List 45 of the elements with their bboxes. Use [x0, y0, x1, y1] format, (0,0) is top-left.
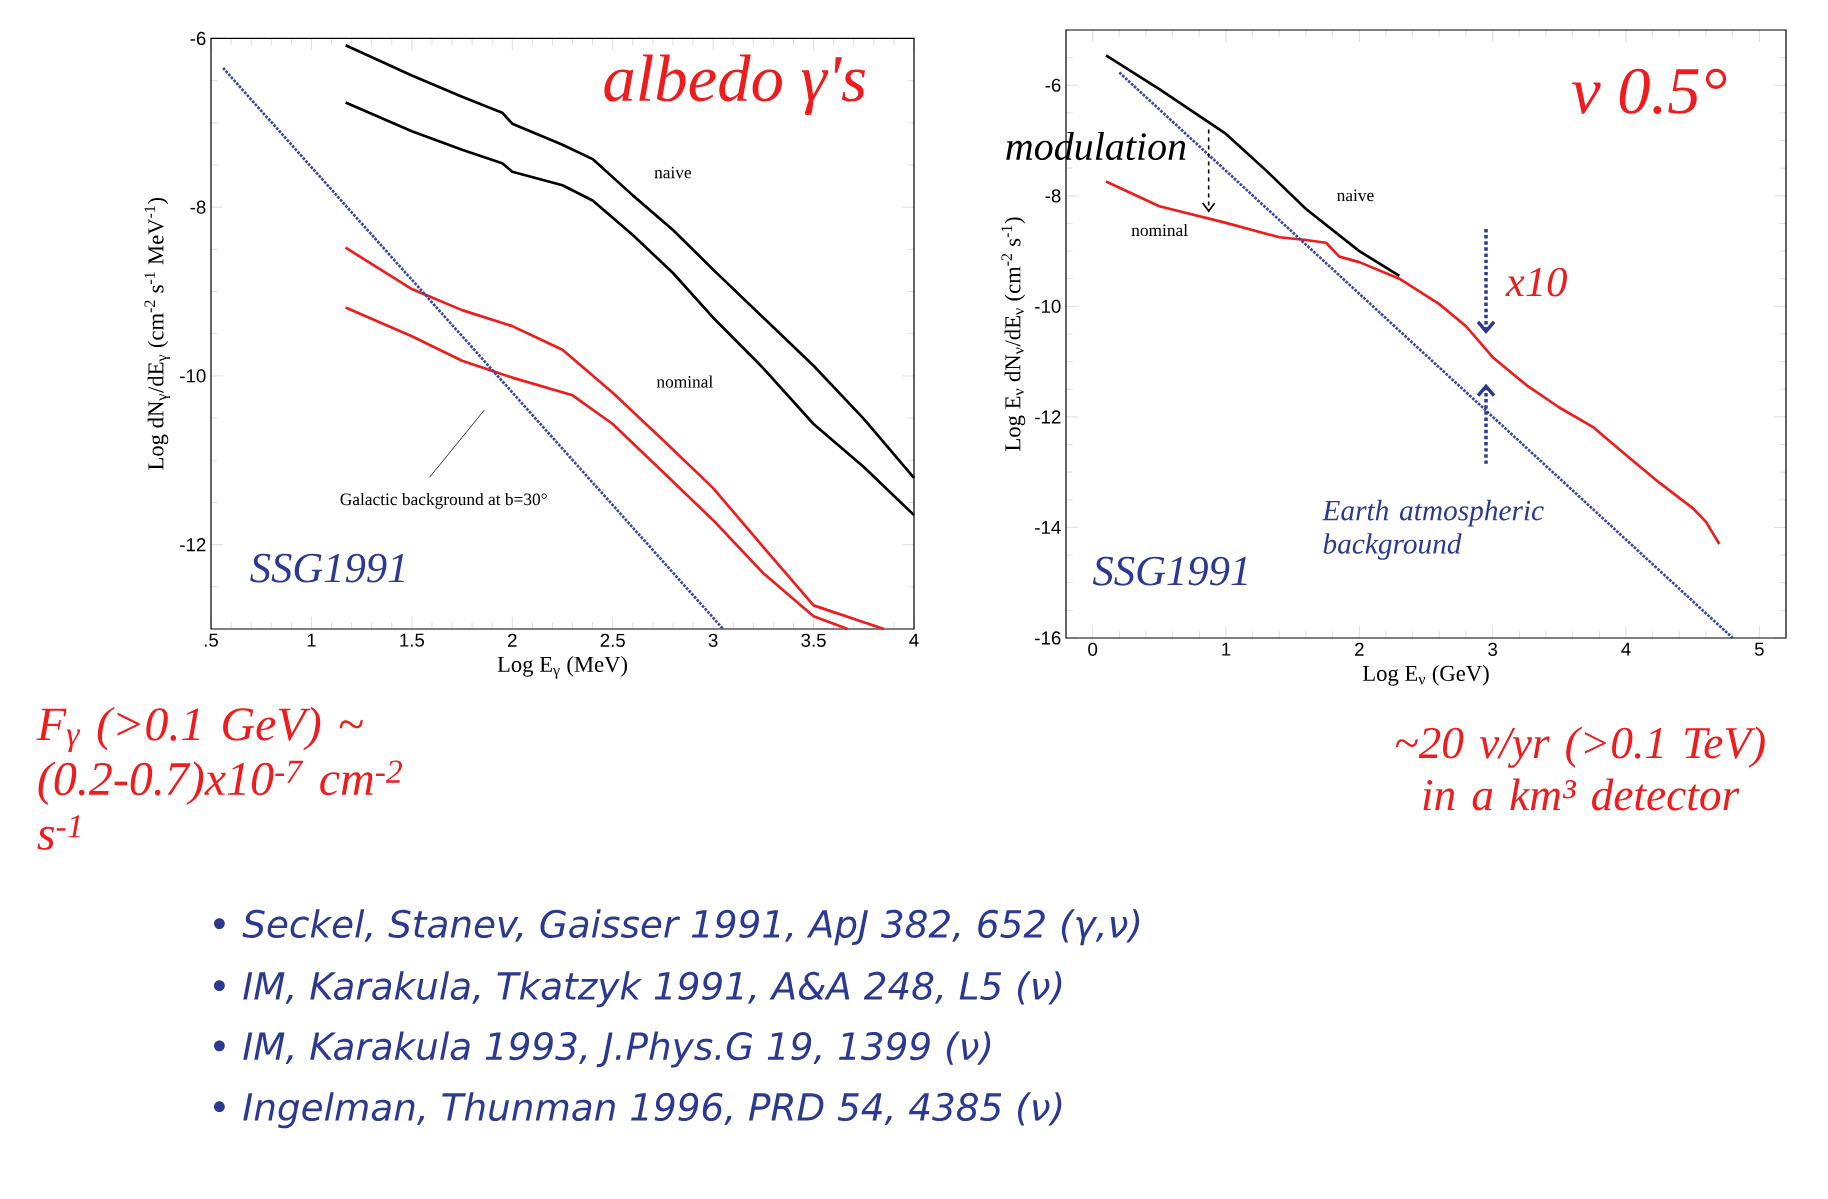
- annotation: naive: [654, 166, 692, 179]
- annotation: nominal: [1131, 223, 1188, 237]
- y-tick-label: -10: [1035, 299, 1061, 313]
- y-tick-label: -6: [190, 31, 206, 46]
- x-tick-label: 5: [1754, 642, 1764, 656]
- y-tick-label: -12: [1035, 410, 1061, 424]
- chart-title: albedo γ's: [604, 54, 866, 116]
- y-tick-label: -16: [1035, 631, 1061, 645]
- annotation: Earth atmospheric background: [1322, 499, 1544, 560]
- y-tick-label: -8: [190, 200, 206, 214]
- annotation: Galactic background at b=30°: [340, 492, 547, 509]
- x-tick-label: 2: [508, 633, 517, 647]
- y-tick-label: -14: [1035, 521, 1061, 534]
- x-tick-label: 2.5: [600, 633, 625, 647]
- x-tick-label: 0: [1088, 642, 1098, 656]
- x-axis-title: Log E$_{γ}$ (MeV): [497, 656, 628, 679]
- y-tick-label: -10: [180, 369, 206, 383]
- text: ~20 ν/yr (>0.1 TeV) in a km³ detector: [1395, 726, 1765, 811]
- y-tick-label: -12: [180, 538, 206, 552]
- annotation: SSG1991: [250, 553, 404, 583]
- annotation: SSG1991: [1092, 556, 1247, 586]
- x-tick-label: .5: [204, 633, 219, 647]
- text: Log dN$_{γ}$/dE$_{γ}$ (cm$^{-2}$ s$^{-1}$ MeV$^{-1}$): [144, 197, 171, 470]
- chart-title: ν 0.5°: [1572, 68, 1727, 114]
- text: F$_{γ}$ (>0.1 GeV) ~ (0.2-0.7)x10$^{-7}$ cm$^{-2}$ s$^{-1}$: [36, 706, 402, 850]
- x-tick-label: 1.5: [400, 633, 425, 647]
- x-tick-label: 3: [708, 633, 718, 647]
- text: • Ingelman, Thunman 1996, PRD 54, 4385 (ν): [214, 1092, 1062, 1129]
- y-tick-label: -8: [1045, 189, 1061, 203]
- annotation: naive: [1337, 189, 1374, 202]
- x-tick-label: 4: [1621, 642, 1631, 656]
- x-tick-label: 1: [307, 633, 316, 647]
- x-tick-label: 3.5: [801, 633, 826, 647]
- x-axis-title: Log E$_{ν}$ (GeV): [1362, 665, 1489, 686]
- annotation: nominal: [656, 375, 713, 388]
- text: • Seckel, Stanev, Gaisser 1991, ApJ 382, 652 (γ,ν): [214, 909, 1140, 946]
- x-tick-label: 2: [1355, 642, 1364, 656]
- text: • IM, Karakula 1993, J.Phys.G 19, 1399 (ν): [214, 1031, 991, 1068]
- annotation: x10: [1505, 267, 1567, 297]
- x-tick-label: 1: [1222, 642, 1231, 656]
- text: • IM, Karakula, Tkatzyk 1991, A&A 248, L5 (ν): [214, 971, 1062, 1008]
- x-tick-label: 4: [909, 633, 919, 647]
- y-tick-label: -6: [1045, 78, 1061, 92]
- text: Log E$_{ν}$ dN$_{ν}$/dE$_{ν}$ (cm$^{-2}$ s$^{-1}$): [1001, 217, 1026, 451]
- x-tick-label: 3: [1488, 642, 1498, 656]
